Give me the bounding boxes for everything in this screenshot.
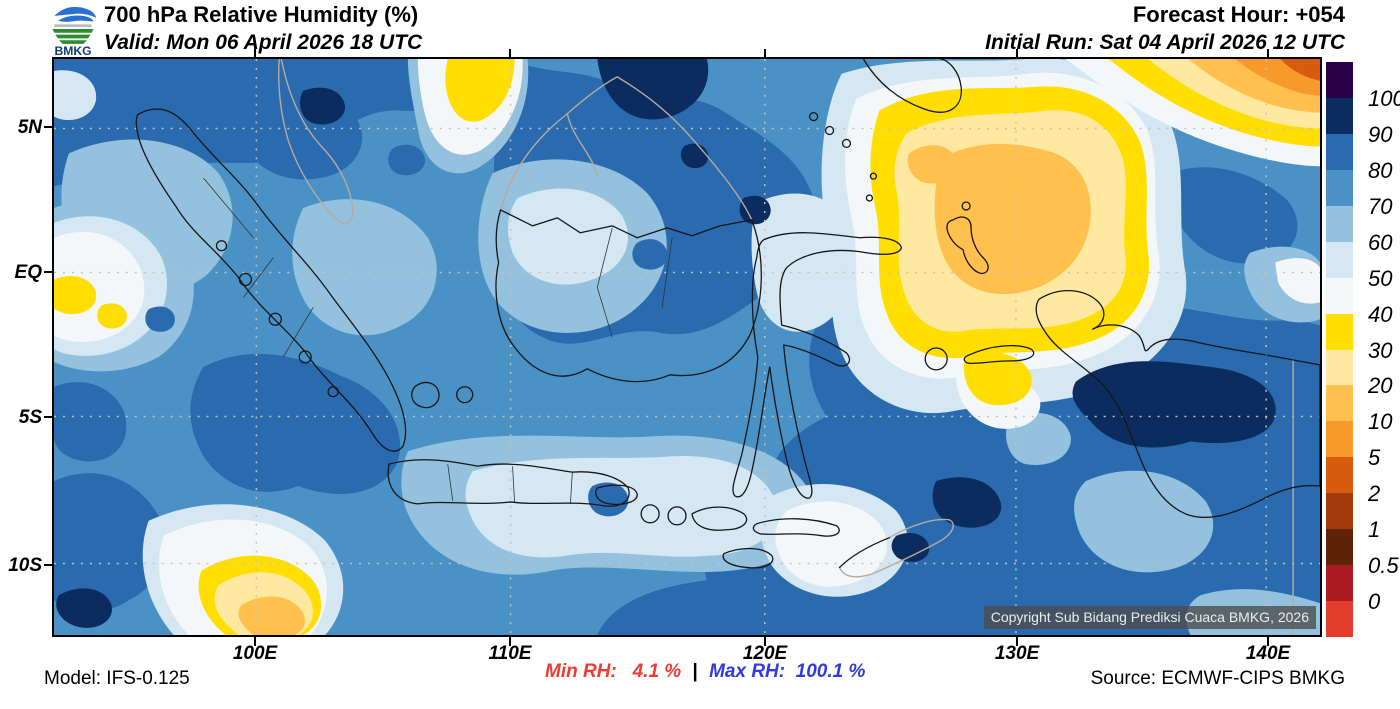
coastlines (135, 59, 1320, 569)
lon-tick (254, 637, 256, 646)
bmkg-logo-icon: BMKG (52, 6, 97, 57)
lon-tick-top (254, 49, 256, 57)
lat-tick (44, 416, 52, 418)
lat-label-5s: 5S (18, 407, 42, 428)
max-rh-label: Max RH: (709, 661, 786, 682)
legend-label-40: 40 (1368, 301, 1393, 327)
lon-label-140e: 140E (1245, 643, 1291, 664)
legend-swatch (1326, 457, 1353, 494)
legend-label-80: 80 (1368, 157, 1393, 183)
legend-label-1: 1 (1368, 517, 1381, 543)
foreign-borders (277, 59, 1294, 635)
min-max-separator: | (692, 661, 698, 682)
lon-tick-top (1267, 49, 1269, 57)
latitude-axis: 5N EQ 5S 10S (0, 57, 52, 637)
source-label: Source: ECMWF-CIPS BMKG (1090, 668, 1345, 689)
rh-fill-10-20 (238, 59, 1320, 635)
lon-label-120e: 120E (742, 643, 788, 664)
page-title: 700 hPa Relative Humidity (%) (104, 2, 419, 27)
lon-tick (1267, 637, 1269, 646)
lat-tick (44, 126, 52, 128)
legend-swatch (1326, 493, 1353, 530)
legend-labels: 100 90 80 70 60 50 40 30 20 10 5 2 1 0.5 0 (1364, 62, 1400, 637)
lon-label-110e: 110E (488, 643, 532, 664)
lon-label-130e: 130E (994, 643, 1040, 664)
legend-label-0: 0 (1368, 589, 1381, 615)
legend-swatch (1326, 349, 1353, 386)
legend-swatch (1326, 277, 1353, 314)
copyright-overlay: Copyright Sub Bidang Prediksi Cuaca BMKG… (983, 606, 1316, 629)
legend-swatch (1326, 241, 1353, 278)
lon-label-100e: 100E (232, 643, 278, 664)
legend-label-50: 50 (1368, 265, 1393, 291)
legend-swatch (1326, 385, 1353, 422)
legend-label-90: 90 (1368, 121, 1393, 147)
lon-tick-top (764, 49, 766, 57)
legend-label-10: 10 (1368, 409, 1393, 435)
rh-map-canvas: Copyright Sub Bidang Prediksi Cuaca BMKG… (52, 57, 1322, 637)
legend-label-0.5: 0.5 (1368, 553, 1399, 579)
graticule-gridlines (54, 59, 1320, 635)
legend-swatches (1326, 62, 1353, 637)
lon-tick (764, 637, 766, 646)
legend-label-20: 20 (1368, 373, 1393, 399)
legend-swatch (1326, 313, 1353, 350)
legend-label-70: 70 (1368, 193, 1393, 219)
min-max-rh: Min RH: 4.1 % | Max RH: 100.1 % (545, 661, 865, 684)
lat-tick (44, 564, 52, 566)
min-rh-value: 4.1 % (632, 661, 682, 682)
lon-tick (509, 637, 511, 646)
lon-tick (1016, 637, 1018, 646)
legend-label-2: 2 (1368, 481, 1381, 507)
lat-label-10s: 10S (8, 555, 42, 576)
rh-fill-90-100 (56, 59, 1276, 628)
legend-swatch (1326, 133, 1353, 170)
legend-label-5: 5 (1368, 445, 1381, 471)
legend-swatch (1326, 601, 1353, 637)
max-rh-value: 100.1 % (795, 661, 866, 682)
lat-label-5n: 5N (17, 117, 42, 138)
legend-label-100: 100 (1368, 85, 1400, 111)
legend-swatch (1326, 565, 1353, 602)
lon-tick-top (509, 49, 511, 57)
legend-label-30: 30 (1368, 337, 1393, 363)
min-rh-label: Min RH: (545, 661, 617, 682)
svg-text:BMKG: BMKG (54, 44, 91, 57)
forecast-hour: Forecast Hour: +054 (1132, 2, 1345, 27)
rh-fill-dark-spots (145, 144, 731, 634)
legend-swatch (1326, 169, 1353, 206)
initial-run: Initial Run: Sat 04 April 2026 12 UTC (985, 31, 1345, 54)
legend-label-60: 60 (1368, 229, 1393, 255)
rh-fill-2-5 (1280, 59, 1320, 81)
legend-swatch (1326, 529, 1353, 566)
valid-time: Valid: Mon 06 April 2026 18 UTC (104, 31, 423, 54)
model-label: Model: IFS-0.125 (44, 668, 190, 689)
legend-swatch (1326, 62, 1353, 98)
rh-contour-map (54, 59, 1320, 635)
lat-label-eq: EQ (14, 262, 42, 283)
province-borders (203, 177, 673, 504)
legend-swatch (1326, 97, 1353, 134)
longitude-axis: 100E 110E 120E 130E 140E (52, 637, 1322, 667)
lon-tick-top (1016, 49, 1018, 57)
lat-tick (44, 271, 52, 273)
legend-swatch (1326, 205, 1353, 242)
legend-swatch (1326, 421, 1353, 458)
